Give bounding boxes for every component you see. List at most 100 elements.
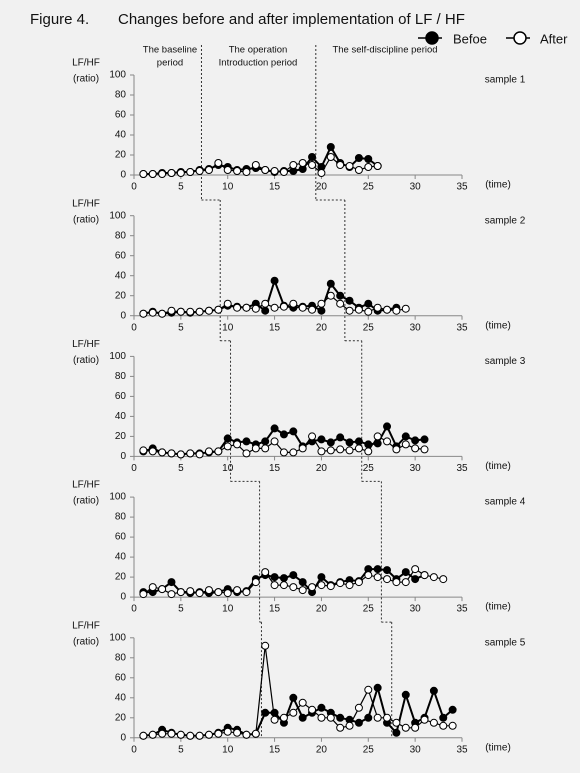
point <box>326 582 335 591</box>
point <box>139 590 148 599</box>
point <box>158 448 167 457</box>
legend-marker <box>425 31 439 45</box>
point <box>308 705 317 714</box>
point <box>308 161 317 169</box>
point <box>270 437 279 446</box>
point <box>167 169 176 177</box>
point <box>289 427 298 436</box>
point <box>392 718 401 727</box>
y-tick-label: 40 <box>115 130 127 141</box>
point <box>270 276 279 285</box>
point <box>354 578 363 587</box>
point <box>289 583 298 592</box>
point <box>261 708 270 717</box>
point <box>158 729 167 738</box>
y-tick-label: 40 <box>115 411 127 422</box>
period-label: period <box>157 58 183 69</box>
point <box>186 587 195 596</box>
x-tick-label: 20 <box>316 322 328 333</box>
y-tick-label: 0 <box>120 732 126 743</box>
point <box>261 568 270 577</box>
point <box>298 713 307 722</box>
point <box>261 299 270 308</box>
point <box>195 450 204 459</box>
point <box>204 586 213 595</box>
point <box>251 444 260 453</box>
x-tick-label: 0 <box>131 322 137 333</box>
point <box>214 447 223 456</box>
point <box>326 438 335 447</box>
point <box>195 307 204 316</box>
point <box>289 708 298 717</box>
y-tick-label: 20 <box>115 150 127 161</box>
point <box>308 432 317 441</box>
x-tick-label: 0 <box>131 604 137 615</box>
point <box>167 449 176 458</box>
point <box>298 303 307 312</box>
x-tick-label: 5 <box>178 322 184 333</box>
y-tick-label: 100 <box>109 351 126 362</box>
y-axis-label: (ratio) <box>73 214 99 225</box>
legend-marker <box>513 31 527 45</box>
point <box>270 715 279 724</box>
point <box>373 713 382 722</box>
y-tick-label: 40 <box>115 270 127 281</box>
point <box>204 730 213 739</box>
point <box>364 571 373 580</box>
point <box>392 445 401 454</box>
x-axis-label: (time) <box>485 742 511 753</box>
x-tick-label: 10 <box>222 463 234 474</box>
point <box>308 305 317 314</box>
y-tick-label: 80 <box>115 90 127 101</box>
point <box>411 575 420 584</box>
x-tick-label: 10 <box>222 182 234 193</box>
point <box>411 444 420 453</box>
point <box>223 299 232 308</box>
series-line <box>143 645 453 737</box>
point <box>420 445 429 454</box>
x-tick-label: 25 <box>363 744 375 755</box>
point <box>176 730 185 739</box>
y-tick-label: 20 <box>115 431 127 442</box>
point <box>270 581 279 590</box>
point <box>411 723 420 732</box>
point <box>364 307 373 316</box>
point <box>336 713 345 722</box>
x-tick-label: 20 <box>316 182 328 193</box>
x-tick-label: 20 <box>316 463 328 474</box>
figure-title: Changes before and after implementation … <box>118 11 465 28</box>
point <box>298 578 307 587</box>
point <box>345 306 354 315</box>
point <box>383 422 392 431</box>
y-axis-label: LF/HF <box>72 198 100 209</box>
point <box>242 449 251 458</box>
point <box>364 155 373 163</box>
point <box>364 447 373 456</box>
point <box>429 573 438 582</box>
x-tick-label: 20 <box>316 744 328 755</box>
point <box>279 448 288 457</box>
point <box>401 578 410 587</box>
point <box>289 693 298 702</box>
point <box>345 581 354 590</box>
point <box>383 437 392 446</box>
point <box>223 434 232 443</box>
y-tick-label: 0 <box>120 451 126 462</box>
point <box>289 571 298 580</box>
point <box>326 153 335 161</box>
point <box>242 168 251 176</box>
point <box>336 161 345 169</box>
sample-label: sample 3 <box>485 356 526 367</box>
point <box>261 437 270 446</box>
point <box>214 305 223 314</box>
point <box>223 442 232 451</box>
point <box>392 578 401 587</box>
point <box>261 444 270 453</box>
x-tick-label: 15 <box>269 744 281 755</box>
point <box>373 303 382 312</box>
point <box>204 306 213 315</box>
y-tick-label: 0 <box>120 170 126 181</box>
point <box>158 170 167 178</box>
point <box>364 163 373 171</box>
point <box>383 575 392 584</box>
